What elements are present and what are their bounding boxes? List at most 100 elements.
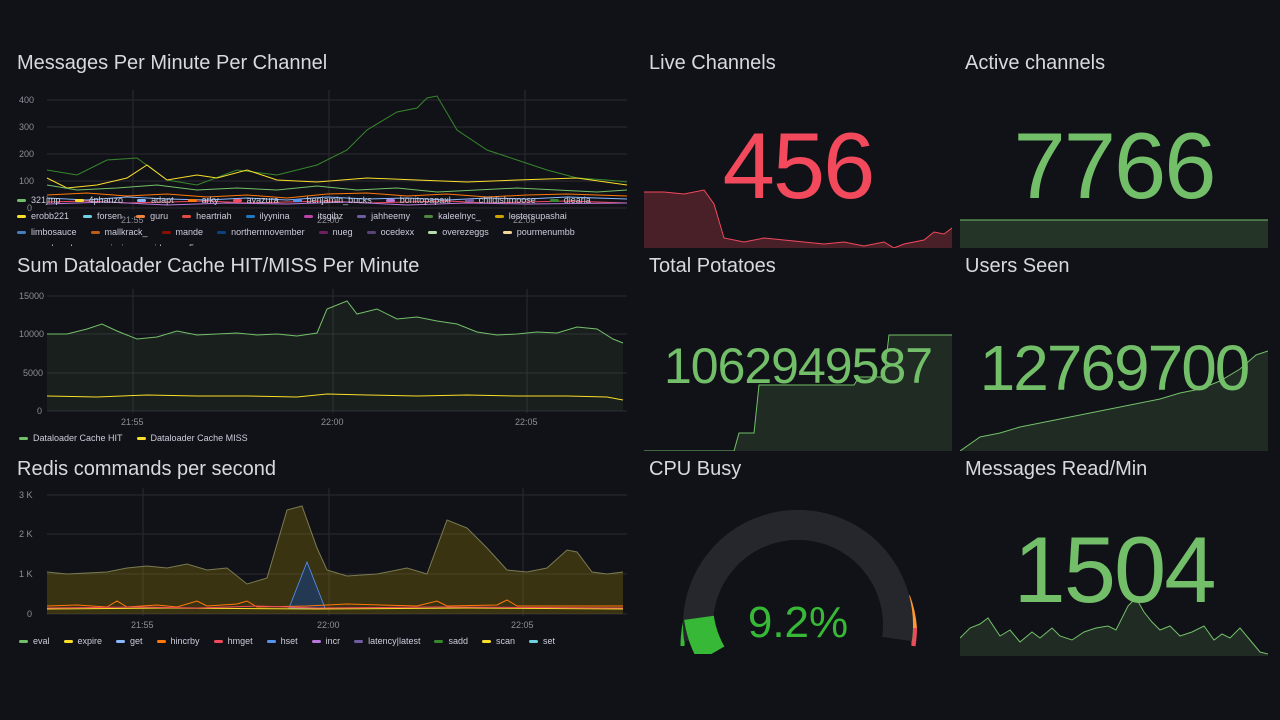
redis-panel[interactable]: Redis commands per second 3 K 2 K 1 K 0 … (17, 458, 629, 654)
legend-label: benjamin_bucks (306, 195, 372, 205)
legend-item[interactable]: hmget (213, 633, 253, 649)
messages-per-minute-chart[interactable]: 400 300 200 100 0 21:55 22:00 22:05 (17, 90, 629, 230)
legend-item[interactable]: nueg (318, 224, 353, 240)
legend-item[interactable]: avazura (232, 192, 279, 208)
legend-swatch (83, 215, 93, 219)
messages-read-panel[interactable]: Messages Read/Min 1504 (960, 458, 1268, 656)
legend-item[interactable]: ridgeman5 (138, 240, 195, 246)
eval-line (46, 505, 624, 585)
dataloader-panel[interactable]: Sum Dataloader Cache HIT/MISS Per Minute… (17, 255, 629, 449)
redis-legend: eval expire get hincrby hmget hset incr latency… (19, 633, 629, 649)
legend-item[interactable]: expire (63, 633, 102, 649)
legend-item[interactable]: limbosauce (17, 224, 77, 240)
legend-label: hincrby (170, 636, 200, 646)
series-line (46, 201, 628, 206)
legend-item[interactable]: arky (187, 192, 219, 208)
y-tick: 15000 (19, 291, 44, 301)
gauge-threshold-red (911, 627, 917, 647)
legend-item[interactable]: ilyynina (245, 208, 290, 224)
legend-label: limbosauce (31, 227, 77, 237)
legend-label: lestersupashai (508, 211, 567, 221)
legend-item[interactable]: benjamin_bucks (292, 192, 372, 208)
legend-item[interactable]: ricci (94, 240, 124, 246)
legend-item[interactable]: mallkrack_ (90, 224, 148, 240)
legend-label: northernnovember (231, 227, 305, 237)
legend-item[interactable]: Dataloader Cache MISS (136, 430, 248, 446)
legend-item[interactable]: adapt (137, 192, 174, 208)
dataloader-chart[interactable]: 15000 10000 5000 0 21:55 22:00 22:05 (17, 289, 629, 449)
legend-swatch (17, 215, 26, 219)
live-channels-panel[interactable]: Live Channels 456 (644, 52, 952, 248)
legend-swatch (434, 640, 444, 644)
messages-read-value: 1504 (1013, 517, 1216, 622)
gauge-value (684, 615, 725, 654)
legend-item[interactable]: childishmoose (464, 192, 536, 208)
legend-item[interactable]: get (116, 633, 143, 649)
legend-item[interactable]: itsgibz (303, 208, 343, 224)
legend-item[interactable]: jahheemy (357, 208, 410, 224)
legend-swatch (90, 231, 100, 235)
legend-item[interactable]: Dataloader Cache HIT (19, 430, 123, 446)
messages-per-minute-panel[interactable]: Messages Per Minute Per Channel 400 300 … (17, 52, 629, 246)
redis-chart[interactable]: 3 K 2 K 1 K 0 21:55 22:00 22:05 (17, 488, 629, 654)
legend-item[interactable]: eval (19, 633, 50, 649)
legend-item[interactable]: kaleelnyc_ (424, 208, 481, 224)
legend-label: forsen (97, 211, 123, 221)
cpu-busy-panel[interactable]: CPU Busy 9.2% (644, 458, 952, 654)
legend-item[interactable]: lestersupashai (494, 208, 567, 224)
legend-swatch (549, 199, 559, 203)
legend-item[interactable]: heartriah (182, 208, 232, 224)
series-line (46, 164, 628, 189)
y-tick: 200 (19, 149, 34, 159)
legend-item[interactable]: hincrby (156, 633, 200, 649)
legend-label: arky (201, 195, 219, 205)
legend-item[interactable]: northernnovember (217, 224, 305, 240)
gauge-track (683, 509, 913, 642)
total-potatoes-panel[interactable]: Total Potatoes 1062949587 (644, 255, 952, 451)
miss-line (46, 393, 624, 401)
legend-item[interactable]: reemknocks (17, 240, 80, 246)
legend-swatch (116, 640, 126, 644)
legend-item[interactable]: erobb221 (17, 208, 69, 224)
legend-item[interactable]: hset (266, 633, 298, 649)
y-tick: 2 K (19, 529, 33, 539)
legend-swatch (156, 640, 166, 644)
y-tick: 0 (37, 406, 42, 416)
legend-label: incr (325, 636, 341, 646)
legend-swatch (266, 640, 276, 644)
x-tick: 22:05 (511, 620, 534, 630)
legend-item[interactable]: diearia (549, 192, 591, 208)
users-seen-panel[interactable]: Users Seen 12769700 (960, 255, 1268, 451)
dataloader-legend: Dataloader Cache HIT Dataloader Cache MIS… (19, 430, 629, 446)
legend-item[interactable]: forsen (83, 208, 122, 224)
x-tick: 22:00 (321, 417, 344, 427)
legend-item[interactable]: guru (136, 208, 168, 224)
legend-item[interactable]: bonitopapaxl (385, 192, 451, 208)
users-seen-value: 12769700 (979, 332, 1251, 404)
active-channels-panel[interactable]: Active channels 7766 (960, 52, 1268, 248)
legend-label: bonitopapaxl (399, 195, 451, 205)
legend-swatch (494, 215, 504, 219)
legend-item[interactable]: scan (482, 633, 515, 649)
legend-item[interactable]: pourmenumbb (502, 224, 575, 240)
legend-item[interactable]: 4phanzo (74, 192, 123, 208)
legend-item[interactable]: rnsmeer (208, 240, 255, 246)
legend-item[interactable]: sadd (434, 633, 468, 649)
legend-label: 321jmp (31, 195, 61, 205)
panel-title: Messages Read/Min (965, 458, 1148, 480)
series-line (46, 196, 628, 201)
legend-item[interactable]: 321jmp (17, 192, 61, 208)
legend-label: ridgeman5 (152, 243, 195, 246)
legend-item[interactable]: mande (161, 224, 203, 240)
legend-item[interactable]: incr (311, 633, 341, 649)
y-tick: 5000 (23, 368, 43, 378)
legend-swatch (63, 640, 73, 644)
legend-swatch (482, 640, 492, 644)
legend-item[interactable]: latency|latest (354, 633, 420, 649)
panel-title: Total Potatoes (649, 255, 776, 277)
legend-item[interactable]: overezeggs (428, 224, 489, 240)
legend-label: latency|latest (368, 636, 421, 646)
legend-item[interactable]: set (529, 633, 555, 649)
legend-item[interactable]: ocedexx (366, 224, 414, 240)
legend-swatch (311, 640, 321, 644)
